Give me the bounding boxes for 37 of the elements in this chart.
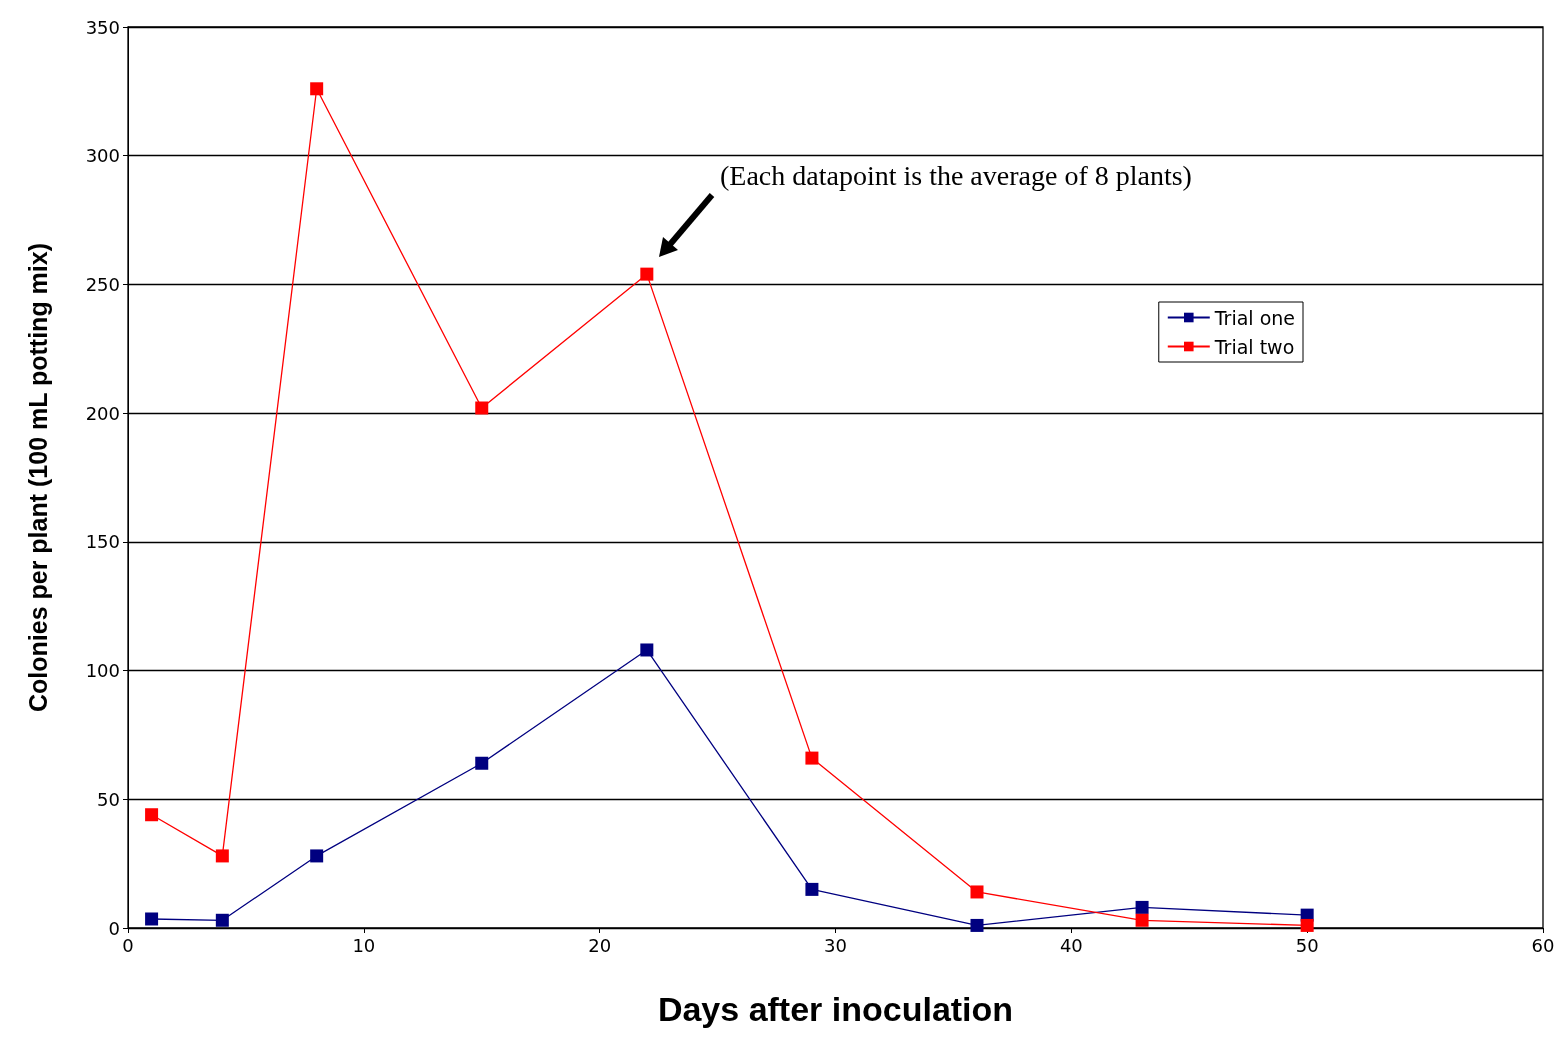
- x-tick-label: 30: [824, 934, 847, 956]
- x-axis-title: Days after inoculation: [657, 990, 1014, 1028]
- point: [1300, 918, 1314, 932]
- point: [145, 808, 159, 822]
- point: [805, 882, 819, 896]
- point: [475, 401, 489, 415]
- point: [215, 913, 229, 927]
- y-axis-title: Colonies per plant (100 mL potting mix): [23, 242, 52, 713]
- y-tick-label: 150: [85, 531, 120, 553]
- y-tick-label: 250: [85, 273, 120, 295]
- x-tick-label: 60: [1531, 934, 1555, 956]
- y-tick-label: 300: [85, 145, 120, 167]
- point: [215, 849, 229, 863]
- x-tick-label: 40: [1059, 934, 1083, 956]
- point: [310, 82, 324, 96]
- point: [970, 885, 984, 899]
- y-tick-label: 0: [108, 917, 120, 939]
- y-tick-label: 50: [97, 788, 120, 810]
- legend-label: Trial two: [1213, 335, 1295, 358]
- point: [640, 267, 654, 281]
- point: [805, 751, 819, 765]
- x-tick-label: 0: [122, 934, 134, 956]
- x-tick-label: 50: [1295, 934, 1319, 956]
- annotation: (Each datapoint is the average of 8 plants): [720, 160, 1192, 191]
- legend-label: Trial one: [1213, 306, 1296, 329]
- y-tick-label: 100: [85, 660, 120, 682]
- y-tick-label: 350: [85, 16, 120, 38]
- point: [310, 849, 324, 863]
- point: [475, 756, 489, 770]
- point: [1135, 913, 1149, 927]
- point: [1135, 900, 1149, 914]
- y-tick-label: 200: [85, 402, 120, 424]
- x-tick-label: 20: [588, 934, 612, 956]
- point: [640, 643, 654, 657]
- point: [145, 912, 159, 926]
- x-tick-label: 10: [352, 934, 376, 956]
- point: [970, 918, 984, 932]
